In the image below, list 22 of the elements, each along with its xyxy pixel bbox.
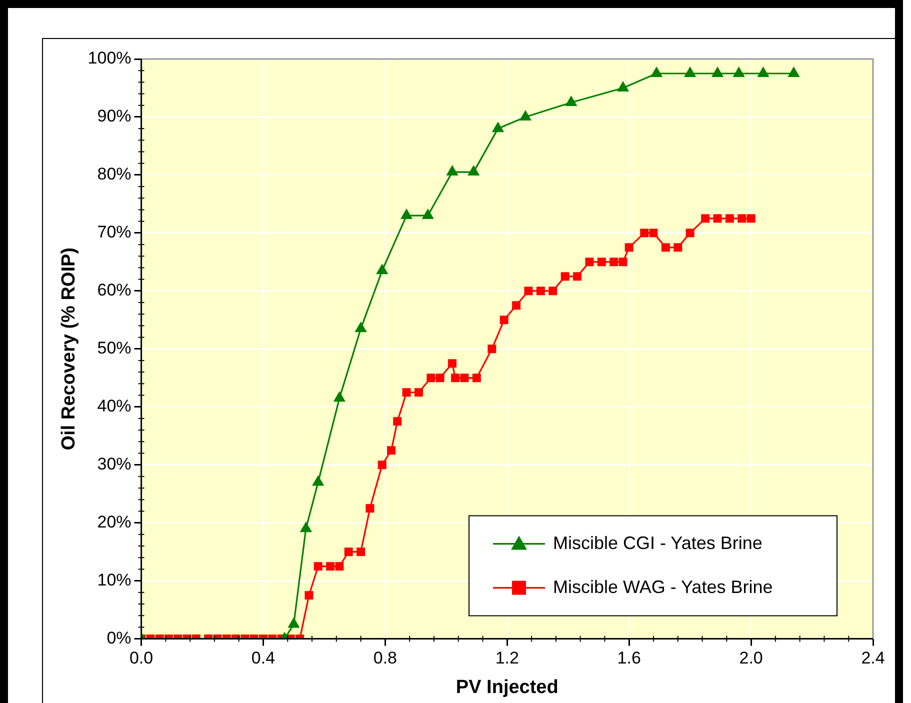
x-tick-label: 1.6 (617, 648, 641, 668)
x-tick-label: 2.4 (861, 648, 885, 668)
y-axis-title: Oil Recovery (% ROIP) (58, 248, 80, 450)
y-tick-label: 50% (97, 338, 132, 358)
y-tick-label: 10% (97, 570, 132, 590)
y-tick-label: 90% (97, 106, 132, 126)
legend-label: Miscible CGI - Yates Brine (553, 532, 762, 553)
x-tick-label: 1.2 (495, 648, 519, 668)
y-tick-label: 0% (106, 628, 132, 648)
y-tick-label: 40% (97, 396, 132, 416)
y-tick-label: 30% (97, 454, 132, 474)
y-tick-label: 60% (97, 280, 132, 300)
legend-label: Miscible WAG - Yates Brine (553, 576, 773, 597)
x-tick-label: 2.0 (739, 648, 763, 668)
y-tick-label: 70% (97, 222, 132, 242)
x-axis-title: PV Injected (456, 676, 558, 698)
y-tick-label: 100% (88, 48, 132, 68)
y-tick-label: 80% (97, 164, 132, 184)
y-tick-label: 20% (97, 512, 132, 532)
x-tick-label: 0.0 (129, 648, 154, 668)
x-tick-label: 0.8 (373, 648, 398, 668)
x-tick-label: 0.4 (251, 648, 276, 668)
